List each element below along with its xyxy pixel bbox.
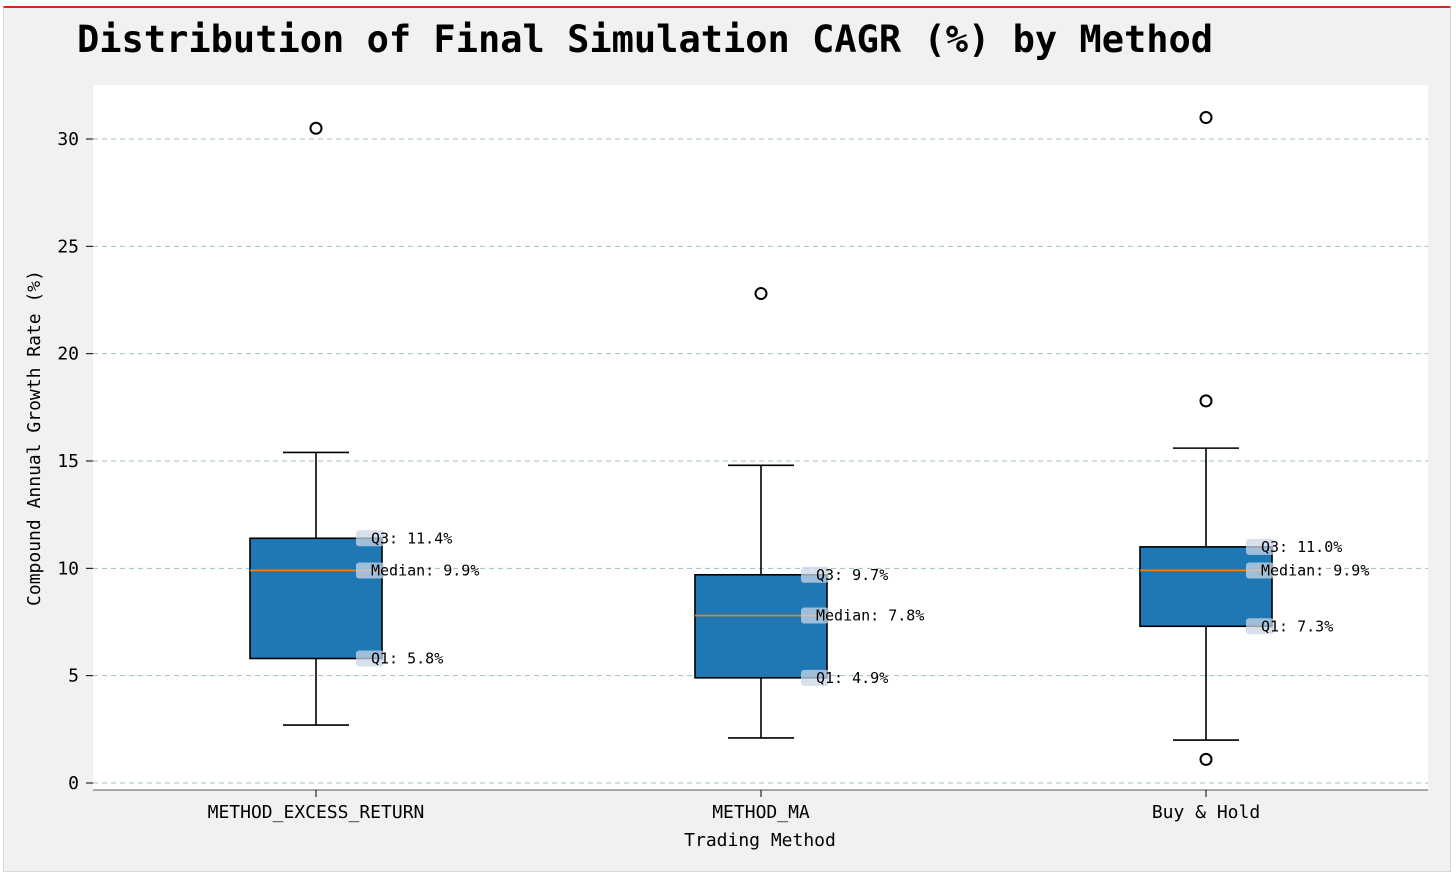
label-layer: Q3: 11.4% Median: 9.9% Q1: 5.8% Q3: 9.7% Med…	[356, 529, 1369, 687]
y-tick-label: 15	[57, 451, 79, 472]
y-tick-label: 25	[57, 236, 79, 257]
y-tick-label: 10	[57, 558, 79, 579]
outlier-point	[1199, 111, 1213, 125]
q3-label: Q3: 11.4%	[371, 529, 452, 547]
q3-label: Q3: 9.7%	[816, 566, 888, 584]
x-tick-label: METHOD_MA	[712, 802, 810, 823]
q3-label-highlight	[356, 530, 384, 547]
q1-label-highlight	[801, 669, 829, 686]
median-label-highlight	[1246, 562, 1274, 579]
outlier-point	[1199, 752, 1213, 766]
median-label: Median: 9.9%	[1261, 561, 1369, 579]
q3-label: Q3: 11.0%	[1261, 538, 1342, 556]
box-group	[249, 121, 383, 726]
box-group	[1139, 111, 1273, 766]
outlier-point	[754, 287, 768, 301]
y-tick-label: 5	[68, 666, 79, 687]
iqr-box	[1139, 546, 1273, 628]
box-layer	[249, 111, 1273, 766]
box-group	[694, 287, 828, 739]
median-label: Median: 9.9%	[371, 561, 479, 579]
y-tick-label: 0	[68, 773, 79, 794]
q3-label-highlight	[801, 566, 829, 583]
y-tick-label: 20	[57, 344, 79, 365]
q1-label: Q1: 4.9%	[816, 669, 888, 687]
q1-label: Q1: 5.8%	[371, 649, 443, 667]
axis-layer: 0 5 10 15 20 25 30 METHOD_EXCESS_RETURN METHOD_M…	[57, 129, 1428, 823]
x-tick-label: Buy & Hold	[1152, 802, 1260, 823]
q1-label: Q1: 7.3%	[1261, 617, 1333, 635]
y-tick-label: 30	[57, 129, 79, 150]
x-tick-label: METHOD_EXCESS_RETURN	[208, 802, 425, 823]
iqr-box	[694, 573, 828, 679]
outlier-point	[1199, 394, 1213, 408]
median-label: Median: 7.8%	[816, 607, 924, 625]
x-axis-label: Trading Method	[684, 830, 836, 851]
q1-label-highlight	[356, 650, 384, 667]
median-label-highlight	[356, 562, 384, 579]
iqr-box	[249, 537, 383, 660]
chart-title: Distribution of Final Simulation CAGR (%…	[77, 18, 1213, 61]
q1-label-highlight	[1246, 618, 1274, 635]
median-label-highlight	[801, 607, 829, 624]
q3-label-highlight	[1246, 538, 1274, 555]
outlier-point	[309, 121, 323, 135]
y-axis-label: Compound Annual Growth Rate (%)	[24, 270, 45, 606]
